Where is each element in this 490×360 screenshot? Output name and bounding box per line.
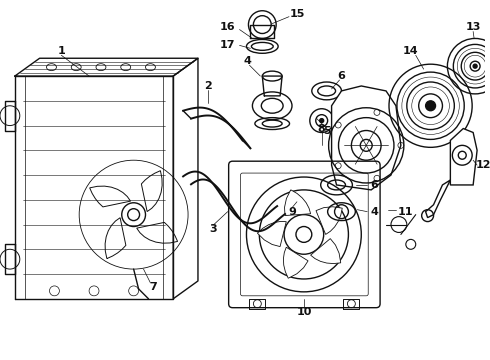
- Polygon shape: [285, 190, 311, 216]
- Polygon shape: [332, 86, 401, 190]
- Text: 12: 12: [475, 160, 490, 170]
- Text: 7: 7: [149, 282, 157, 292]
- Polygon shape: [283, 247, 308, 278]
- Circle shape: [128, 209, 140, 221]
- Text: 16: 16: [220, 22, 236, 32]
- Polygon shape: [105, 218, 126, 258]
- Text: 17: 17: [220, 40, 235, 50]
- Text: 1: 1: [57, 46, 65, 56]
- Text: 6: 6: [338, 71, 345, 81]
- Text: 4: 4: [370, 207, 378, 217]
- Text: 11: 11: [398, 207, 414, 217]
- Polygon shape: [137, 222, 177, 243]
- Circle shape: [296, 226, 312, 242]
- Text: 13: 13: [466, 22, 481, 32]
- Text: 10: 10: [296, 307, 312, 317]
- Polygon shape: [142, 171, 162, 212]
- Circle shape: [473, 64, 477, 68]
- Circle shape: [319, 119, 324, 123]
- Circle shape: [360, 139, 372, 151]
- Text: 2: 2: [204, 81, 212, 91]
- Polygon shape: [426, 180, 450, 217]
- Text: 14: 14: [403, 46, 418, 56]
- Text: 8: 8: [318, 123, 325, 134]
- Polygon shape: [257, 221, 286, 247]
- Circle shape: [426, 101, 436, 111]
- Text: 5: 5: [323, 126, 330, 135]
- Polygon shape: [316, 207, 343, 234]
- Polygon shape: [450, 129, 477, 185]
- Polygon shape: [90, 186, 130, 207]
- Text: 4: 4: [244, 56, 251, 66]
- Text: 15: 15: [289, 9, 305, 19]
- Text: 9: 9: [288, 207, 296, 217]
- Text: 3: 3: [209, 225, 217, 234]
- Polygon shape: [311, 239, 341, 264]
- Text: 6: 6: [370, 180, 378, 190]
